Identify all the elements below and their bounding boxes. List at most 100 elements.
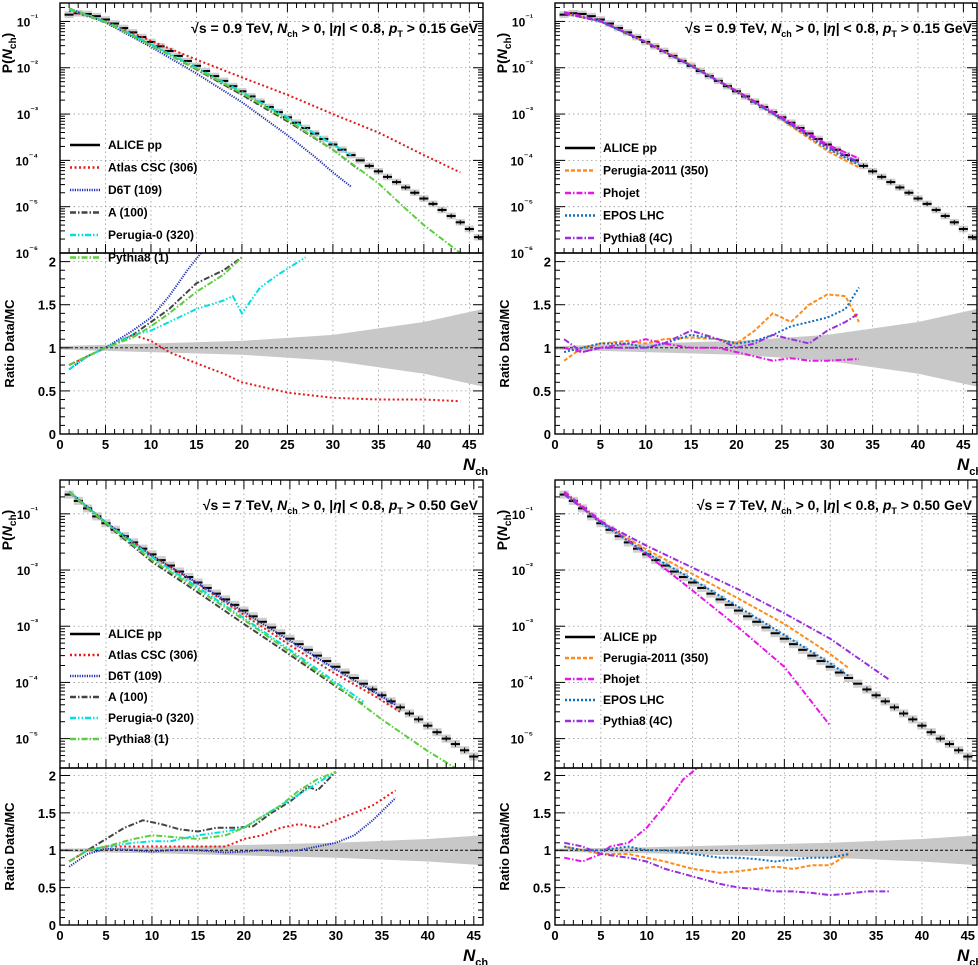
energy-label-p: p: [882, 497, 892, 513]
x-tick-label: 0: [551, 928, 558, 943]
ratio-ticks: [555, 767, 977, 926]
legend-label: Atlas CSC (306): [108, 161, 197, 175]
energy-label-psub: T: [397, 506, 403, 516]
series-line-3: [563, 12, 860, 164]
x-tick-label: 30: [823, 928, 837, 943]
x-ticks: [59, 3, 479, 434]
legend-label: D6T (109): [108, 669, 162, 683]
x-tick-label: 5: [597, 928, 604, 943]
y-axis-title-n: N: [494, 48, 510, 59]
y-tick-label: 10⁻³: [17, 105, 38, 122]
series-line-1: [563, 490, 831, 727]
energy-label-sqrt: √s = 0.9 TeV,: [685, 20, 771, 36]
legend-label: ALICE pp: [603, 630, 657, 644]
x-tick-label: 15: [684, 437, 698, 452]
energy-label-sqrt: √s = 7 TeV,: [203, 497, 277, 513]
y-tick-label: 10⁻⁵: [511, 198, 533, 215]
panel-top-left: 0 5 10 15 20 25 30 35 40 4510⁻⁶10⁻⁵10⁻⁴10⁻³10⁻²10…: [0, 2, 488, 478]
panel-bottom-right: 0 5 10 15 20 25 30 35 40 45 10⁻⁵ 10⁻⁴ 10⁻³ 10⁻² 10⁻¹ 0 0…: [494, 479, 978, 965]
legend-label: ALICE pp: [603, 141, 657, 155]
energy-label-psub: T: [891, 506, 897, 516]
ratio-line-1: [68, 253, 202, 371]
energy-label-cut: > 0, |: [792, 20, 827, 36]
y-tick-exponent: ⁻³: [30, 105, 38, 115]
y-tick-exponent: ⁻⁴: [29, 151, 38, 161]
energy-label-eta: η: [333, 497, 342, 513]
y-tick-label: 10⁻²: [512, 59, 533, 76]
bottom-frame: [59, 252, 484, 435]
legend-label: A (100): [108, 206, 148, 220]
y-axis-title-sub: ch: [8, 514, 19, 526]
y-tick-label: 10⁻⁴: [15, 151, 38, 168]
ratio-tick-label: 0.5: [38, 881, 56, 896]
x-tick-label: 40: [915, 928, 929, 943]
y-tick-label: 10⁻¹: [17, 505, 38, 522]
x-axis-title-sub: ch: [475, 957, 488, 965]
energy-label-p: p: [388, 20, 398, 36]
ratio-line-3: [563, 312, 860, 354]
ratio-line-3: [564, 841, 890, 897]
legend: ALICE pp Perugia-2011 (350) Phojet EPOS LHC…: [565, 141, 708, 245]
y-tick-exponent: ⁻⁵: [29, 730, 38, 740]
y-tick-exponent: ⁻²: [30, 59, 38, 69]
x-tick-label: 10: [640, 928, 654, 943]
y-tick-label: 10⁻¹: [512, 505, 533, 522]
y-axis-title-sub: ch: [8, 37, 19, 49]
ratio-tick-label: 2: [544, 255, 551, 270]
x-axis-title: Nch: [463, 455, 488, 478]
x-tick-label: 40: [417, 437, 431, 452]
legend-label: Pythia8 (4C): [603, 714, 672, 728]
y-tick-label: 10⁻²: [17, 561, 38, 578]
x-tick-label: 20: [237, 928, 251, 943]
x-tick-label: 45: [961, 928, 975, 943]
ratio-line-4: [68, 770, 337, 863]
x-tick-label: 35: [375, 928, 389, 943]
y-tick-exponent: ⁻¹: [30, 505, 38, 515]
ratio-line-1: [68, 797, 397, 868]
energy-label-psub: T: [397, 29, 403, 39]
y-axis-title-sub: ch: [503, 514, 514, 526]
ratio-tick-label: 0.5: [38, 384, 56, 399]
y-tick-exponent: ⁻⁵: [29, 198, 38, 208]
energy-label-sub: ch: [287, 29, 298, 39]
ratio-line-3: [68, 770, 337, 863]
y-tick-exponent: ⁻⁴: [524, 673, 533, 683]
ratio-line-0: [563, 293, 860, 362]
energy-label-pt-cut: > 0.15 GeV: [403, 20, 479, 36]
energy-label-eta-cut: | < 0.8,: [342, 20, 389, 36]
series-line-3: [68, 490, 365, 703]
x-tick-label: 35: [371, 437, 385, 452]
x-tick-label: 20: [731, 928, 745, 943]
y-tick-exponent: ⁻³: [525, 105, 533, 115]
x-tick-label: 15: [189, 437, 203, 452]
ratio-axis-title: Ratio Data/MC: [497, 299, 512, 388]
energy-label-cut: > 0, |: [298, 497, 333, 513]
legend-label: Perugia-0 (320): [108, 711, 194, 725]
ratio-ticks: [60, 252, 483, 435]
series-line-4: [68, 7, 461, 253]
energy-label-sqrt: √s = 0.9 TeV,: [191, 20, 277, 36]
x-tick-label: 0: [56, 437, 63, 452]
y-axis-title-n: N: [494, 525, 510, 536]
energy-label-n: N: [277, 497, 288, 513]
energy-label-n: N: [771, 20, 782, 36]
ratio-line-1: [563, 768, 698, 863]
x-tick-label: 15: [191, 928, 205, 943]
x-tick-label: 35: [869, 928, 883, 943]
ratio-line-1: [563, 338, 860, 362]
series-line-0: [68, 490, 401, 713]
y-tick-label: 10⁻⁵: [16, 730, 38, 747]
series-line-0: [563, 491, 850, 669]
energy-label-sub: ch: [781, 506, 792, 516]
y-tick-exponent: ⁻³: [30, 617, 38, 627]
legend-label: EPOS LHC: [603, 209, 665, 223]
energy-label-sqrt: √s = 7 TeV,: [697, 497, 771, 513]
legend-label: Pythia8 (1): [108, 251, 169, 265]
energy-label-cut: > 0, |: [792, 497, 827, 513]
x-tick-label: 45: [956, 437, 970, 452]
series-line-3: [563, 493, 891, 681]
x-tick-label: 20: [729, 437, 743, 452]
ratio-tick-label: 0.5: [533, 384, 551, 399]
legend-label: Phojet: [603, 672, 640, 686]
x-tick-label: 40: [421, 928, 435, 943]
